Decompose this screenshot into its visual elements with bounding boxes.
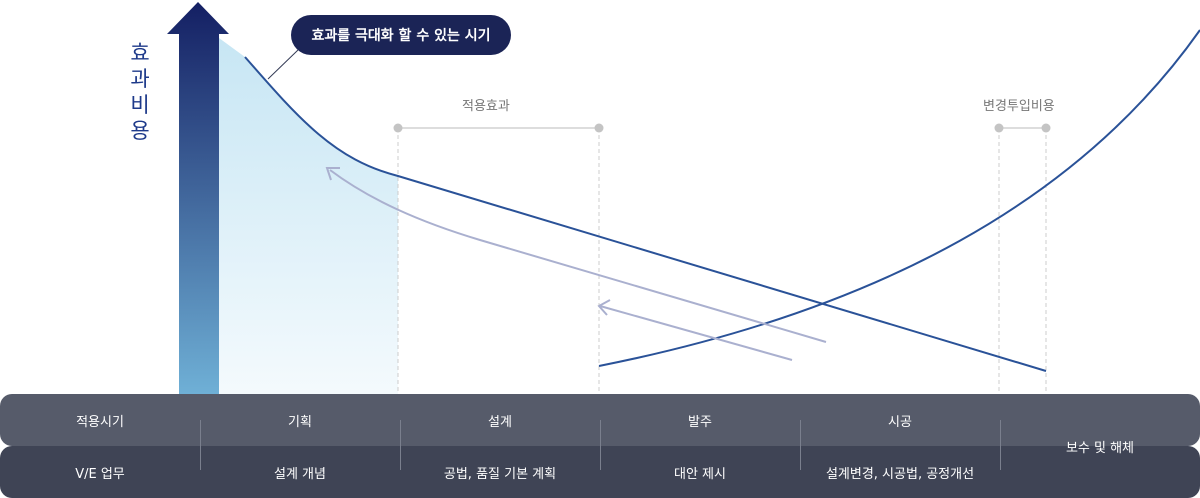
cost-annotation: 변경투입비용 bbox=[983, 99, 1055, 114]
change-cost-curve bbox=[598, 29, 1200, 367]
column-divider bbox=[1000, 420, 1001, 470]
y-axis-label-char: 과 bbox=[130, 67, 150, 91]
column-divider bbox=[800, 420, 801, 470]
feedback-arrow-short bbox=[599, 305, 793, 361]
cost-bracket-end-dot bbox=[1041, 123, 1051, 133]
optimal-period-callout: 효과를 극대화 할 수 있는 시기 bbox=[291, 15, 511, 55]
feedback-arrow-long bbox=[329, 169, 827, 343]
column-divider bbox=[600, 420, 601, 470]
y-axis-label: 효 과 비 용 bbox=[126, 40, 154, 144]
effect-curve bbox=[244, 56, 1047, 372]
task-cell-planning: 설계 개념 bbox=[274, 466, 326, 482]
value-engineering-diagram bbox=[167, 2, 1200, 394]
callout-connector bbox=[267, 49, 299, 80]
y-axis-label-char: 용 bbox=[130, 119, 150, 143]
task-cell-design: 공법, 품질 기본 계획 bbox=[443, 466, 557, 482]
effect-cost-axis-arrow bbox=[167, 2, 229, 394]
column-divider bbox=[200, 420, 201, 470]
phase-cell-construction: 시공 bbox=[888, 414, 912, 430]
task-cell-construction: 설계변경, 시공법, 공정개선 bbox=[825, 466, 975, 482]
optimal-period-area bbox=[219, 38, 398, 394]
y-axis-label-char: 효 bbox=[130, 41, 150, 65]
feedback-arrow-short-head bbox=[597, 299, 611, 316]
effect-annotation: 적용효과 bbox=[462, 99, 510, 114]
phase-table: 적용시기 기획 설계 발주 시공 V/E 업무 설계 개념 공법, 품질 기본 … bbox=[0, 394, 1200, 498]
y-axis-label-char: 비 bbox=[130, 93, 150, 117]
phase-cell-maintenance: 보수 및 해체 bbox=[1065, 440, 1135, 456]
effect-bracket-start-dot bbox=[393, 123, 403, 133]
task-cell-ordering: 대안 제시 bbox=[674, 466, 726, 482]
phase-cell-ordering: 발주 bbox=[688, 414, 712, 430]
phase-cell-planning: 기획 bbox=[288, 414, 312, 430]
effect-bracket-end-dot bbox=[594, 123, 604, 133]
column-divider bbox=[400, 420, 401, 470]
cost-bracket-start-dot bbox=[994, 123, 1004, 133]
phase-row-header: 적용시기 bbox=[76, 414, 124, 430]
phase-cell-design: 설계 bbox=[488, 414, 512, 430]
task-row-header: V/E 업무 bbox=[75, 466, 125, 482]
feedback-arrow-long-head bbox=[325, 167, 340, 181]
